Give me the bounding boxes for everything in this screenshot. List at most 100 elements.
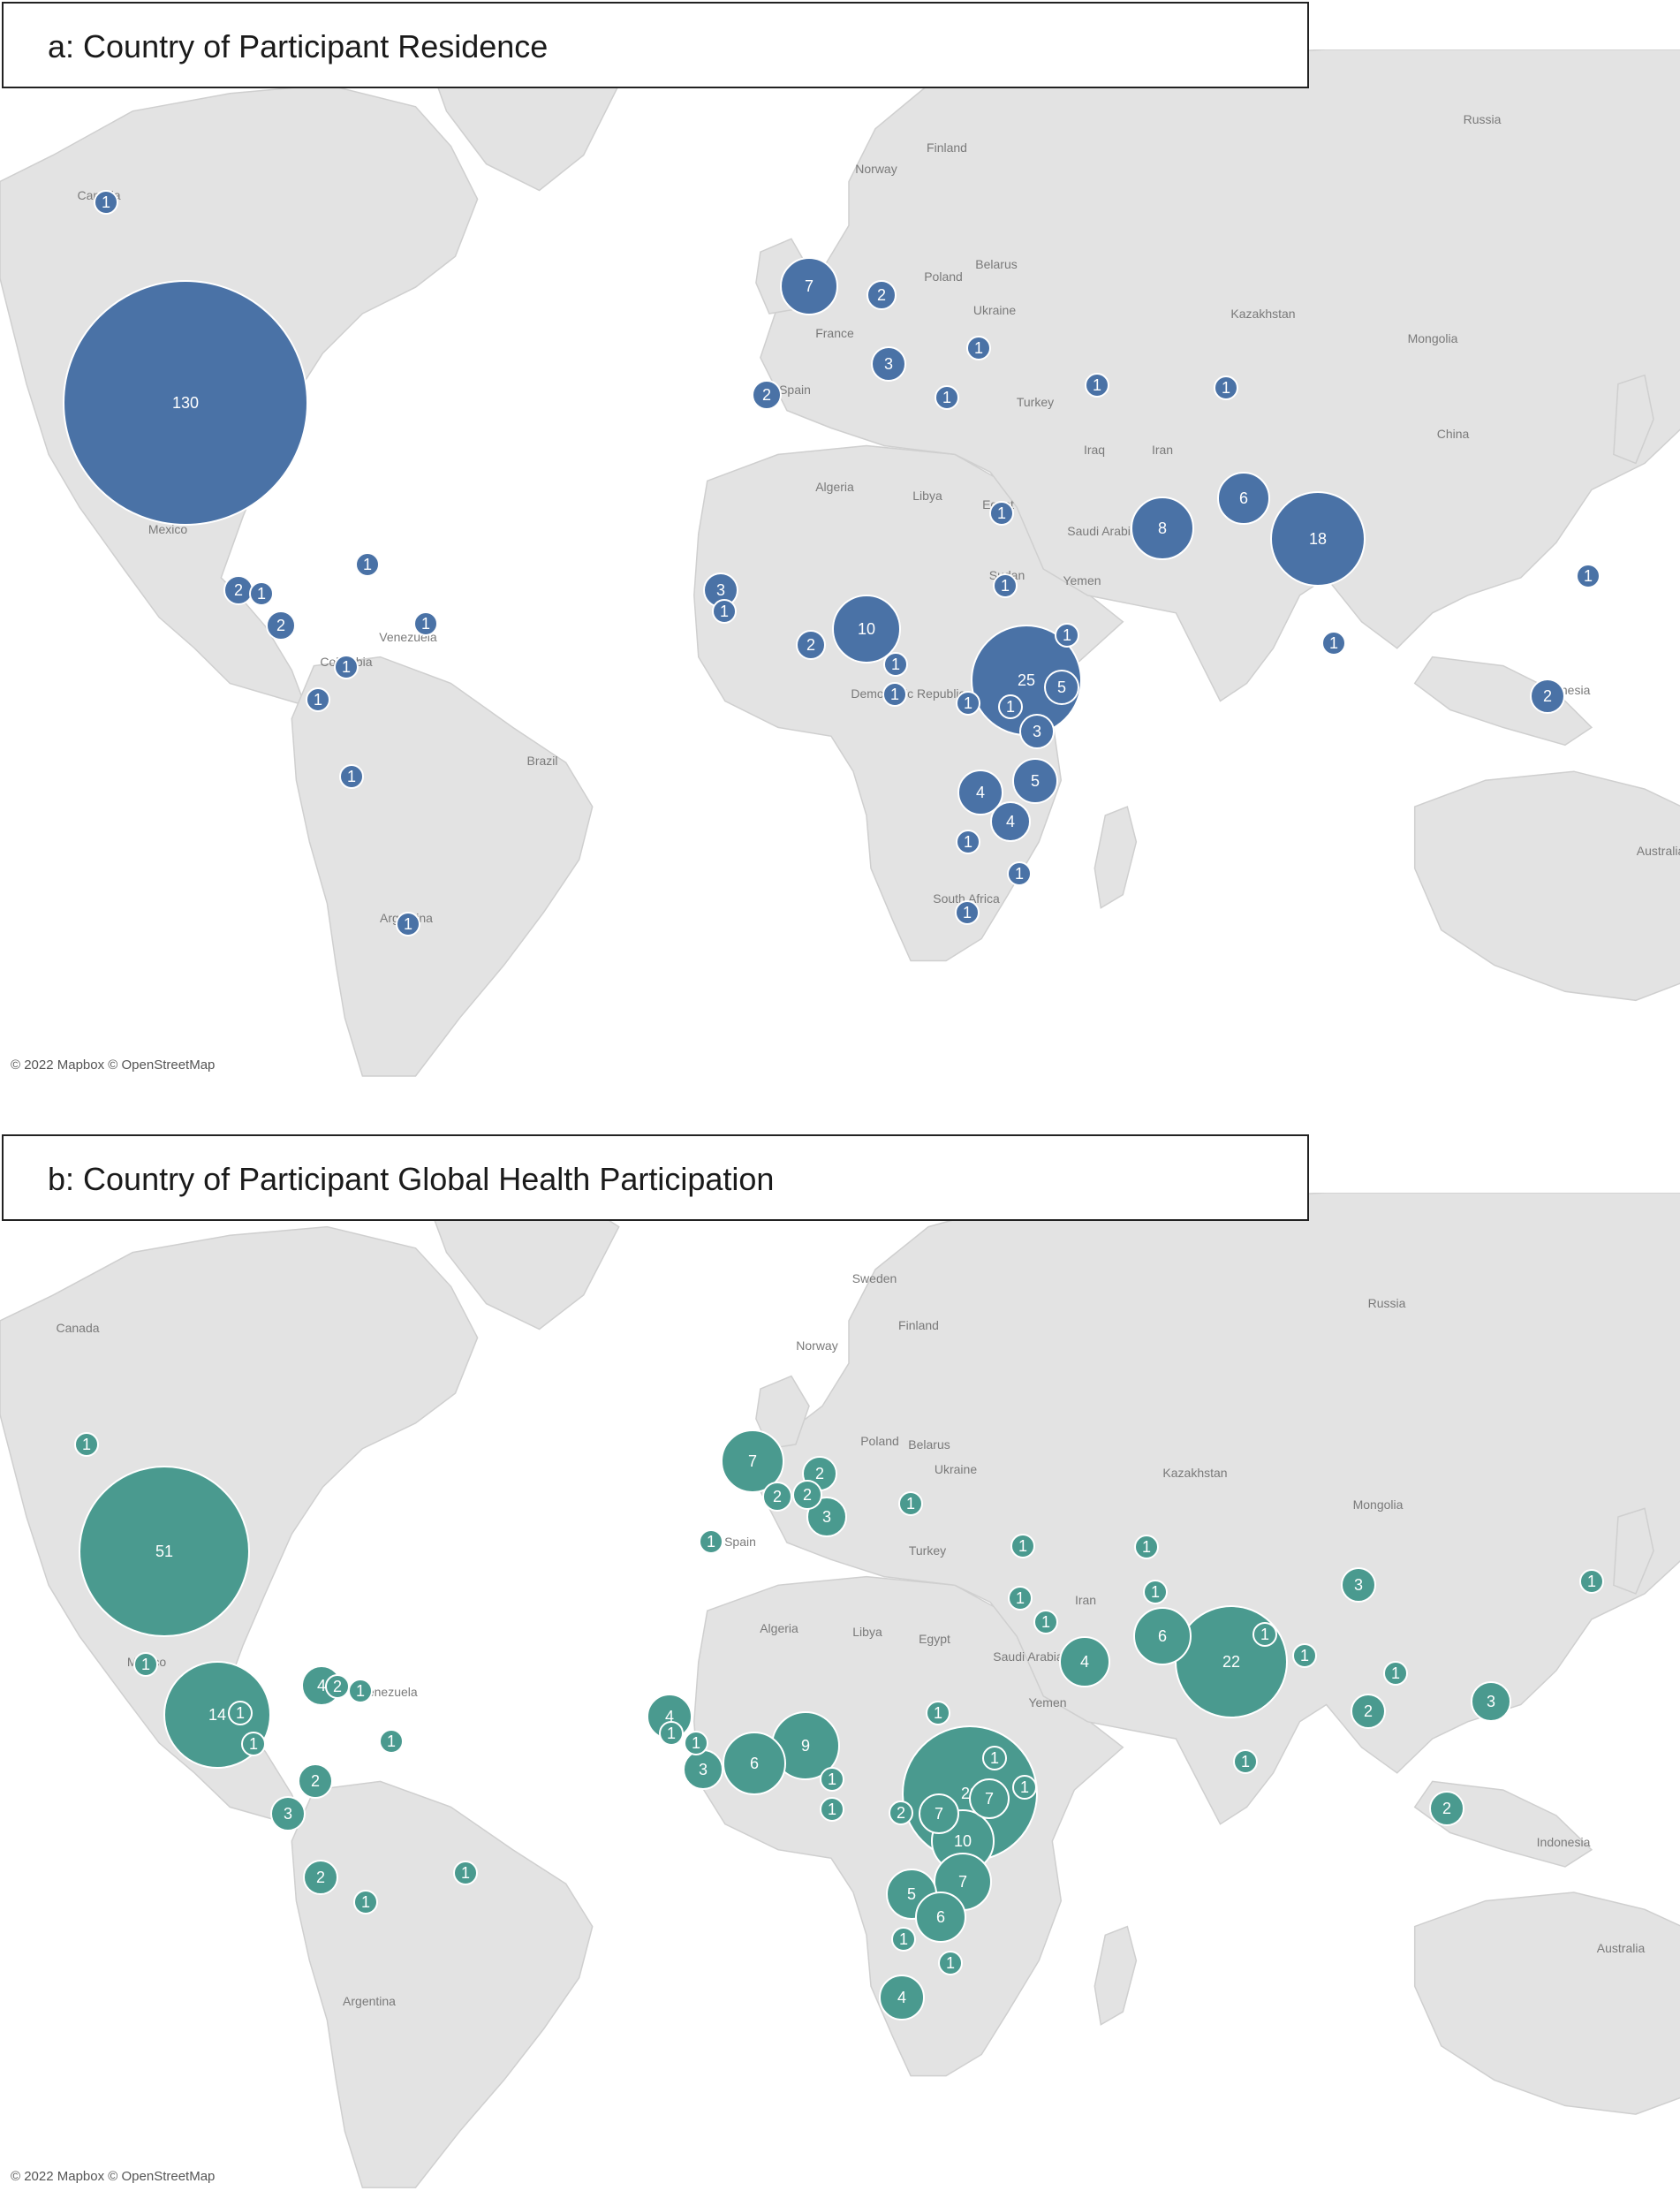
bubble-circle[interactable] [915,1892,966,1943]
country-count-bubble[interactable]: 1 [249,581,274,606]
bubble-circle[interactable] [339,764,364,789]
country-count-bubble[interactable]: 2 [796,630,826,660]
bubble-circle[interactable] [413,611,438,636]
country-count-bubble[interactable]: 1 [820,1767,844,1792]
bubble-circle[interactable] [1429,1791,1464,1826]
bubble-circle[interactable] [63,280,308,526]
bubble-circle[interactable] [820,1767,844,1792]
bubble-circle[interactable] [241,1732,266,1756]
bubble-circle[interactable] [762,1482,792,1512]
bubble-circle[interactable] [1233,1749,1258,1774]
bubble-circle[interactable] [699,1529,723,1554]
country-count-bubble[interactable]: 1 [241,1732,266,1756]
country-count-bubble[interactable]: 1 [133,1652,158,1677]
country-count-bubble[interactable]: 2 [1429,1791,1464,1826]
country-count-bubble[interactable]: 1 [413,611,438,636]
bubble-circle[interactable] [298,1763,333,1799]
bubble-circle[interactable] [998,694,1023,719]
world-map[interactable]: RussiaSwedenFinlandNorwayBelarusPolandUk… [0,49,1680,1080]
bubble-circle[interactable] [94,190,118,215]
country-count-bubble[interactable]: 5 [1012,758,1058,804]
bubble-circle[interactable] [266,610,296,641]
country-count-bubble[interactable]: 3 [1471,1681,1511,1722]
country-count-bubble[interactable]: 3 [1341,1567,1376,1603]
bubble-circle[interactable] [453,1861,478,1885]
bubble-circle[interactable] [866,280,897,310]
bubble-circle[interactable] [919,1793,959,1834]
country-count-bubble[interactable]: 1 [1576,564,1601,588]
bubble-circle[interactable] [379,1729,404,1754]
country-count-bubble[interactable]: 4 [879,1975,925,2020]
world-map[interactable]: Russia Sweden Finland Norway Poland Belarus Uk… [0,1193,1680,2191]
country-count-bubble[interactable]: 1 [883,652,908,677]
country-count-bubble[interactable]: 7 [780,257,838,315]
country-count-bubble[interactable]: 1 [74,1432,99,1457]
country-count-bubble[interactable]: 3 [683,1749,723,1790]
bubble-circle[interactable] [1007,861,1032,886]
bubble-circle[interactable] [1019,714,1055,749]
country-count-bubble[interactable]: 1 [306,687,330,712]
bubble-circle[interactable] [133,1652,158,1677]
bubble-circle[interactable] [1012,758,1058,804]
country-count-bubble[interactable]: 130 [63,280,308,526]
bubble-circle[interactable] [1008,1586,1033,1611]
bubble-circle[interactable] [955,900,980,925]
bubble-circle[interactable] [989,501,1014,526]
country-count-bubble[interactable]: 1 [882,682,907,707]
country-count-bubble[interactable]: 7 [721,1429,784,1493]
bubble-circle[interactable] [969,1778,1010,1819]
bubble-circle[interactable] [1579,1569,1604,1594]
country-count-bubble[interactable]: 1 [1233,1749,1258,1774]
country-count-bubble[interactable]: 4 [957,770,1003,815]
country-count-bubble[interactable]: 1 [1214,375,1238,400]
bubble-circle[interactable] [1012,1775,1037,1800]
country-count-bubble[interactable]: 1 [1085,373,1109,398]
bubble-circle[interactable] [1341,1567,1376,1603]
bubble-circle[interactable] [1010,1534,1035,1558]
country-count-bubble[interactable]: 7 [919,1793,959,1834]
country-count-bubble[interactable]: 2 [762,1482,792,1512]
bubble-circle[interactable] [1217,472,1270,525]
bubble-circle[interactable] [935,385,959,410]
country-count-bubble[interactable]: 1 [998,694,1023,719]
country-count-bubble[interactable]: 1 [228,1701,253,1725]
country-count-bubble[interactable]: 22 [1175,1605,1288,1718]
country-count-bubble[interactable]: 1 [1292,1643,1317,1668]
bubble-circle[interactable] [1033,1610,1058,1634]
bubble-circle[interactable] [79,1466,250,1637]
country-count-bubble[interactable]: 1 [334,655,359,679]
country-count-bubble[interactable]: 1 [956,830,980,854]
country-count-bubble[interactable]: 1 [353,1890,378,1914]
bubble-circle[interactable] [659,1721,684,1746]
bubble-circle[interactable] [1055,623,1079,648]
bubble-circle[interactable] [1143,1580,1168,1604]
country-count-bubble[interactable]: 1 [699,1529,723,1554]
bubble-circle[interactable] [249,581,274,606]
country-count-bubble[interactable]: 10 [832,595,901,663]
bubble-circle[interactable] [228,1701,253,1725]
bubble-circle[interactable] [1133,1607,1192,1665]
country-count-bubble[interactable]: 1 [396,912,420,936]
country-count-bubble[interactable]: 1 [1321,631,1346,656]
bubble-circle[interactable] [306,687,330,712]
country-count-bubble[interactable]: 2 [325,1674,350,1699]
country-count-bubble[interactable]: 1 [659,1721,684,1746]
bubble-circle[interactable] [889,1801,913,1825]
country-count-bubble[interactable]: 5 [1044,670,1079,705]
bubble-circle[interactable] [1383,1661,1408,1686]
country-count-bubble[interactable]: 8 [1131,497,1194,560]
bubble-circle[interactable] [982,1746,1007,1770]
country-count-bubble[interactable]: 1 [1012,1775,1037,1800]
country-count-bubble[interactable]: 1 [820,1797,844,1822]
bubble-circle[interactable] [1530,679,1565,714]
country-count-bubble[interactable]: 1 [1252,1622,1277,1647]
country-count-bubble[interactable]: 1 [938,1951,963,1975]
country-count-bubble[interactable]: 2 [889,1801,913,1825]
bubble-circle[interactable] [956,830,980,854]
country-count-bubble[interactable]: 2 [792,1480,822,1510]
bubble-circle[interactable] [820,1797,844,1822]
bubble-circle[interactable] [270,1796,306,1831]
bubble-circle[interactable] [74,1432,99,1457]
bubble-circle[interactable] [712,599,737,624]
country-count-bubble[interactable]: 2 [266,610,296,641]
